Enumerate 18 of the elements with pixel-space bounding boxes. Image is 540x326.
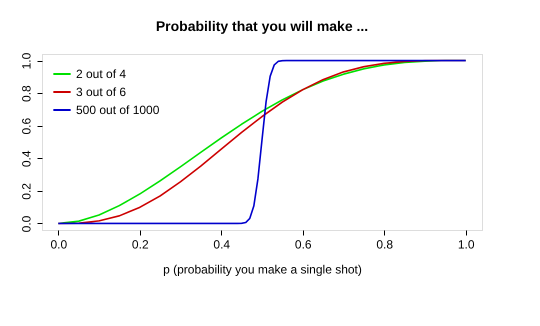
x-tick-label: 1.0 [458,238,475,252]
x-tick-label: 0.0 [50,238,68,252]
x-tick-label: 0.2 [132,238,149,252]
y-tick-label: 0.2 [20,182,34,200]
y-tick-label: 1.0 [20,52,34,70]
x-tick-label: 0.6 [294,238,312,252]
legend-label: 500 out of 1000 [76,103,160,117]
y-tick-label: 0.4 [20,150,34,168]
chart-title: Probability that you will make ... [156,18,368,34]
x-tick-label: 0.4 [213,238,230,252]
y-tick-label: 0.8 [20,84,34,102]
legend-label: 2 out of 4 [76,67,126,81]
line-series [57,60,467,224]
y-tick-label: 0.6 [20,118,34,135]
x-axis-title: p (probability you make a single shot) [163,262,362,276]
legend-label: 3 out of 6 [76,85,126,99]
x-tick-label: 0.8 [376,238,394,252]
y-tick-label: 0.0 [20,215,34,232]
